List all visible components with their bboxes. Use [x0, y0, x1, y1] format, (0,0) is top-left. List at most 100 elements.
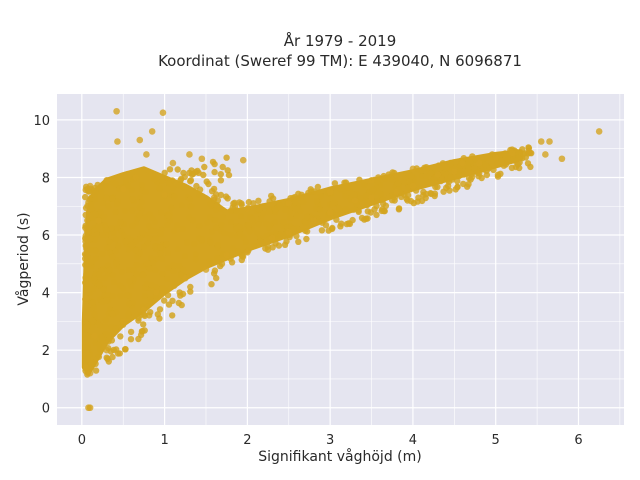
scatter-point: [369, 186, 377, 193]
scatter-point: [159, 109, 167, 117]
scatter-point: [98, 188, 105, 195]
scatter-point: [164, 250, 172, 257]
scatter-point: [422, 172, 430, 179]
scatter-point: [96, 322, 104, 329]
scatter-point: [175, 299, 182, 307]
scatter-point: [235, 247, 242, 255]
scatter-point: [141, 292, 148, 299]
scatter-point: [424, 179, 432, 186]
scatter-point: [355, 208, 362, 215]
scatter-point: [208, 188, 216, 195]
scatter-point: [115, 242, 122, 250]
scatter-point: [300, 198, 307, 206]
scatter-point: [221, 230, 228, 237]
scatter-point: [108, 195, 116, 202]
x-axis-ticks: 0 1 2 3 4 5 6: [78, 433, 583, 448]
scatter-point: [192, 256, 199, 263]
scatter-point: [382, 202, 390, 209]
scatter-point: [129, 242, 136, 249]
scatter-point: [271, 219, 279, 226]
scatter-point: [292, 199, 299, 206]
scatter-point: [168, 204, 175, 211]
scatter-point: [213, 224, 220, 231]
scatter-point: [436, 164, 443, 172]
scatter-point: [230, 200, 237, 207]
scatter-point: [169, 159, 177, 167]
scatter-point: [251, 242, 258, 249]
scatter-point: [159, 256, 166, 263]
scatter-point: [136, 136, 144, 144]
scatter-point: [118, 268, 126, 276]
scatter-point: [165, 301, 173, 308]
scatter-point: [218, 221, 225, 228]
scatter-point: [180, 266, 187, 274]
scatter-point: [141, 327, 148, 334]
scatter-point: [142, 188, 149, 196]
scatter-point: [525, 148, 533, 155]
scatter-point: [254, 229, 261, 237]
scatter-point: [97, 208, 104, 216]
scatter-point: [348, 189, 355, 196]
scatter-point: [459, 159, 466, 167]
scatter-point: [113, 260, 120, 267]
scatter-point: [165, 212, 172, 220]
scatter-point: [121, 207, 129, 215]
scatter-point: [317, 193, 324, 200]
scatter-point: [280, 218, 287, 226]
scatter-point: [127, 336, 135, 343]
scatter-point: [447, 173, 455, 180]
scatter-point: [245, 221, 252, 228]
scatter-point: [250, 200, 257, 207]
scatter-point: [236, 223, 243, 230]
scatter-point: [101, 213, 108, 220]
scatter-point: [117, 292, 124, 299]
scatter-point: [257, 215, 265, 222]
scatter-point: [175, 262, 183, 270]
scatter-point: [152, 234, 159, 241]
scatter-point: [143, 151, 150, 158]
scatter-point: [83, 348, 90, 356]
scatter-point: [82, 211, 89, 219]
scatter-point: [217, 191, 225, 199]
scatter-point: [135, 317, 142, 324]
scatter-point: [171, 282, 178, 289]
scatter-point: [133, 261, 140, 268]
scatter-point: [239, 156, 247, 164]
scatter-point: [537, 138, 545, 145]
scatter-point: [163, 240, 170, 248]
scatter-point: [117, 333, 124, 340]
scatter-point: [128, 282, 135, 290]
scatter-point: [82, 331, 89, 338]
scatter-point: [490, 166, 497, 173]
scatter-point: [164, 292, 172, 299]
scatter-point: [211, 168, 218, 176]
scatter-point: [169, 184, 177, 192]
scatter-point: [123, 292, 130, 299]
scatter-point: [91, 310, 98, 318]
scatter-point: [434, 171, 442, 178]
scatter-point: [244, 249, 251, 256]
scatter-point: [109, 292, 116, 299]
scatter-point: [109, 271, 117, 279]
scatter-point: [224, 195, 231, 202]
scatter-point: [82, 261, 89, 269]
scatter-point: [268, 234, 276, 242]
scatter-point: [287, 195, 294, 202]
scatter-point: [125, 310, 132, 317]
scatter-point: [595, 128, 603, 135]
scatter-point: [262, 220, 269, 227]
scatter-point: [361, 182, 368, 189]
scatter-point: [303, 235, 310, 243]
scatter-point: [169, 312, 176, 319]
scatter-point: [186, 151, 193, 158]
scatter-point: [125, 300, 133, 308]
x-tick-label: 5: [492, 433, 500, 448]
scatter-point: [127, 328, 135, 336]
scatter-points: [81, 107, 603, 412]
scatter-point: [434, 183, 441, 191]
scatter-point: [542, 151, 549, 158]
scatter-point: [156, 306, 164, 313]
scatter-point: [342, 179, 350, 186]
scatter-point: [401, 179, 408, 186]
scatter-point: [356, 176, 363, 183]
